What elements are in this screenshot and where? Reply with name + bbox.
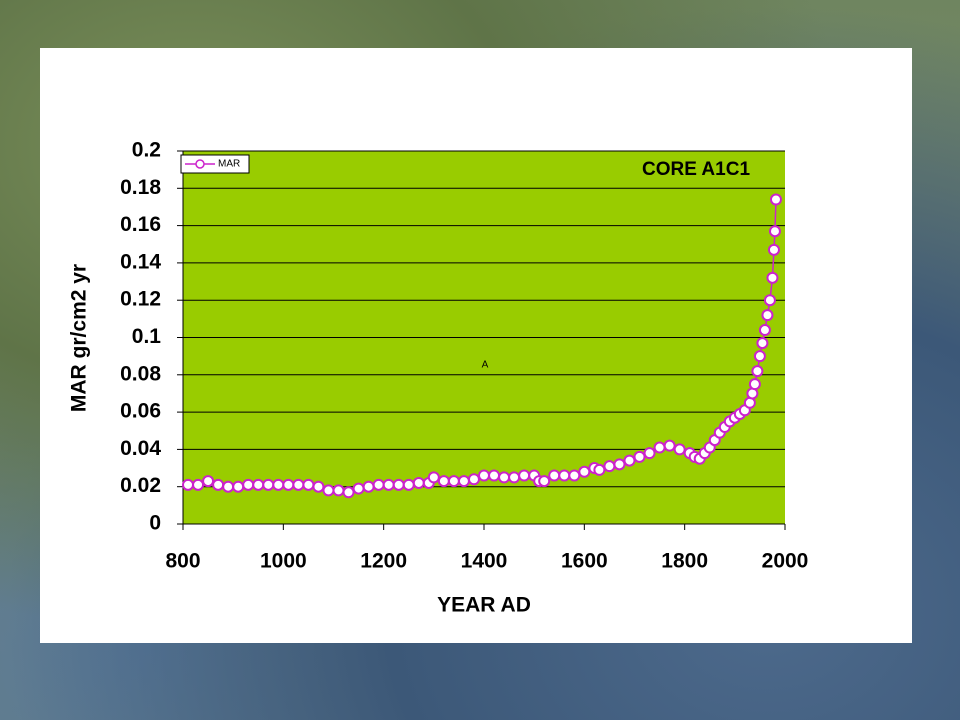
data-point bbox=[202, 475, 215, 488]
data-point bbox=[242, 478, 255, 491]
x-tick-label: 1000 bbox=[260, 550, 307, 573]
data-point bbox=[467, 473, 480, 486]
y-axis-label: MAR gr/cm2 yr bbox=[68, 264, 91, 412]
data-point bbox=[578, 465, 591, 478]
x-axis-label: YEAR AD bbox=[437, 594, 531, 617]
x-tick-label: 1600 bbox=[561, 550, 608, 573]
chart-title: CORE A1C1 bbox=[642, 159, 750, 180]
y-tick-label: 0.1 bbox=[132, 325, 162, 348]
data-point bbox=[603, 460, 616, 473]
data-point bbox=[252, 478, 265, 491]
data-point bbox=[498, 471, 511, 484]
data-point bbox=[392, 478, 405, 491]
data-point bbox=[488, 469, 501, 482]
annotation: A bbox=[482, 360, 489, 371]
data-point bbox=[643, 447, 656, 460]
data-point bbox=[412, 476, 425, 489]
data-point bbox=[302, 478, 315, 491]
data-point bbox=[292, 478, 305, 491]
data-point bbox=[623, 454, 636, 467]
y-tick-label: 0.14 bbox=[120, 250, 161, 273]
data-point bbox=[478, 469, 490, 482]
x-tick-label: 800 bbox=[165, 550, 200, 573]
y-tick-label: 0.12 bbox=[120, 288, 161, 311]
y-tick-label: 0 bbox=[149, 512, 161, 535]
legend-label: MAR bbox=[218, 159, 240, 170]
data-point bbox=[767, 243, 780, 256]
data-point bbox=[508, 471, 521, 484]
data-point bbox=[769, 193, 782, 206]
data-point bbox=[352, 482, 365, 495]
data-point bbox=[761, 309, 774, 322]
data-point bbox=[756, 337, 769, 350]
y-tick-label: 0.2 bbox=[132, 139, 161, 162]
legend-marker bbox=[195, 159, 205, 169]
data-point bbox=[222, 480, 235, 493]
data-point bbox=[548, 469, 561, 482]
data-point bbox=[427, 471, 440, 484]
data-point bbox=[437, 475, 450, 488]
data-point bbox=[332, 484, 345, 497]
data-point bbox=[748, 378, 761, 391]
x-tick-label: 2000 bbox=[762, 550, 809, 573]
y-tick-label: 0.18 bbox=[120, 176, 161, 199]
data-point bbox=[558, 469, 571, 482]
data-point bbox=[758, 324, 771, 337]
x-tick-label: 1800 bbox=[661, 550, 708, 573]
data-point bbox=[653, 441, 666, 454]
data-point bbox=[272, 478, 285, 491]
data-point bbox=[182, 478, 195, 491]
x-tick-label: 1200 bbox=[360, 550, 407, 573]
data-point bbox=[613, 458, 626, 471]
data-point bbox=[382, 478, 395, 491]
y-tick-label: 0.02 bbox=[120, 474, 161, 497]
data-point bbox=[342, 486, 355, 499]
data-point bbox=[362, 480, 375, 493]
data-point bbox=[212, 478, 225, 491]
y-tick-label: 0.06 bbox=[120, 400, 161, 423]
data-point bbox=[663, 439, 676, 452]
data-point bbox=[633, 450, 646, 463]
data-point bbox=[192, 478, 205, 491]
data-point bbox=[457, 475, 470, 488]
data-point bbox=[262, 478, 275, 491]
data-point bbox=[402, 478, 415, 491]
x-tick-label: 1400 bbox=[461, 550, 508, 573]
data-point bbox=[372, 478, 385, 491]
y-tick-label: 0.04 bbox=[120, 437, 161, 460]
data-point bbox=[751, 365, 764, 378]
data-point bbox=[518, 469, 531, 482]
data-point bbox=[312, 480, 325, 493]
data-point bbox=[763, 294, 776, 307]
data-point bbox=[673, 443, 686, 456]
data-point bbox=[322, 484, 335, 497]
data-point bbox=[538, 475, 551, 488]
data-point bbox=[768, 225, 781, 238]
data-point bbox=[232, 480, 245, 493]
data-point bbox=[568, 469, 581, 482]
y-tick-label: 0.08 bbox=[120, 362, 161, 385]
data-point bbox=[593, 463, 606, 476]
y-tick-label: 0.16 bbox=[120, 213, 161, 236]
data-point bbox=[282, 478, 295, 491]
data-point bbox=[447, 475, 460, 488]
data-point bbox=[753, 350, 766, 363]
data-point bbox=[766, 271, 779, 284]
